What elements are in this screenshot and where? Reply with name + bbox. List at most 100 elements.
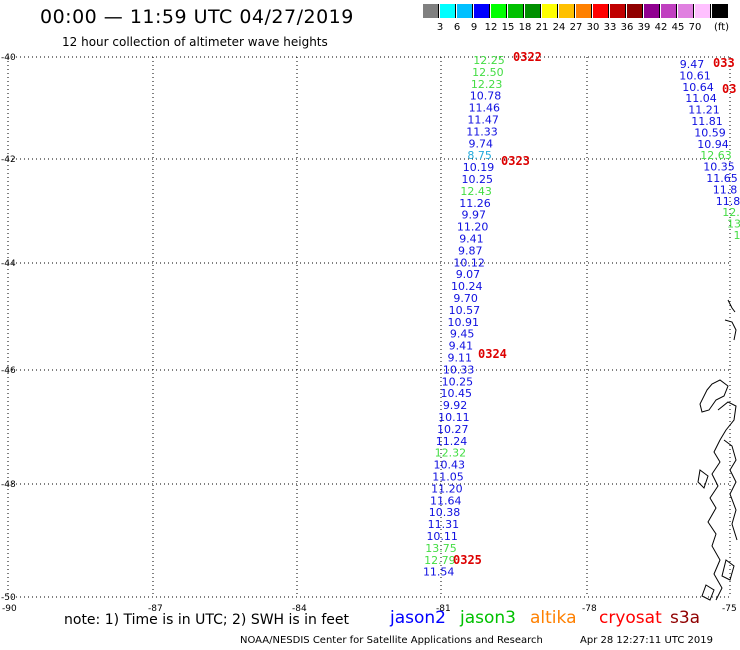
swh-value: 9.11 — [448, 352, 473, 365]
swh-value: 9.45 — [450, 328, 475, 341]
swh-value: 9.92 — [443, 399, 468, 412]
legend-label: 9 — [470, 22, 478, 33]
time-label: 0322 — [513, 50, 542, 64]
legend-swatch — [457, 4, 473, 18]
swh-value: 12. — [722, 206, 740, 219]
legend-label: 12 — [484, 22, 498, 33]
lon-label: -87 — [148, 604, 163, 614]
swh-value: 9.07 — [456, 268, 481, 281]
legend-label: 30 — [586, 22, 600, 33]
generation-timestamp: Apr 28 12:27:11 UTC 2019 — [580, 635, 713, 646]
lat-label: -44 — [1, 259, 16, 269]
swh-value: 10.11 — [426, 530, 458, 543]
swh-value: 13 — [727, 218, 740, 231]
lon-label: -78 — [582, 604, 597, 614]
legend-swatch — [661, 4, 677, 18]
legend-swatch — [491, 4, 507, 18]
swh-value: 9.41 — [449, 340, 474, 353]
swh-value: 10.94 — [697, 138, 729, 151]
swh-value: 11.65 — [706, 172, 738, 185]
legend-swatch — [627, 4, 643, 18]
swh-value: 11.33 — [466, 125, 498, 138]
swh-value: 10.25 — [462, 173, 494, 186]
swh-value: 10.61 — [679, 69, 711, 82]
time-labels: 0322 0323 0324 0325 033 03 — [453, 50, 736, 567]
swh-value: 10.11 — [438, 411, 470, 424]
legend-label: 18 — [518, 22, 532, 33]
swh-value: 12.63 — [700, 149, 732, 162]
satellite-name: jason2 — [390, 608, 446, 628]
legend-swatch — [610, 4, 626, 18]
swh-value: 12.25 — [473, 54, 505, 67]
legend-label: 24 — [552, 22, 566, 33]
lat-label: -40 — [1, 53, 16, 63]
lon-label: -75 — [722, 604, 737, 614]
legend-swatch — [423, 4, 439, 18]
satellite-name: jason3 — [460, 608, 516, 628]
swh-value: 10.38 — [429, 506, 461, 519]
swh-value: 10.25 — [442, 375, 474, 388]
legend-label: 33 — [603, 22, 617, 33]
swh-value: 12.79 — [424, 554, 456, 567]
satellite-name: s3a — [670, 608, 701, 628]
swh-value: 10.35 — [703, 161, 735, 174]
swh-value: 11.8 — [716, 195, 740, 208]
swh-value: 11.05 — [432, 471, 464, 484]
lat-label: -48 — [1, 480, 16, 490]
credit-line: NOAA/NESDIS Center for Satellite Applica… — [240, 635, 543, 646]
latitude-labels: -40 -42 -44 -46 -48 -50 — [1, 53, 16, 603]
swh-value: 9.70 — [453, 292, 478, 305]
swh-value: 10.33 — [443, 363, 475, 376]
swh-value: 10.24 — [451, 280, 483, 293]
coastline — [697, 299, 738, 601]
swh-value: 11.04 — [685, 92, 717, 105]
swh-value: 11.8 — [713, 183, 738, 196]
satellite-name: altika — [530, 608, 577, 628]
lon-label: -84 — [292, 604, 307, 614]
swh-value: 10.12 — [453, 256, 485, 269]
swh-value: 10.78 — [470, 90, 502, 103]
legend-label: 3 — [436, 22, 444, 33]
legend-label: 6 — [453, 22, 461, 33]
swh-value: 12.23 — [471, 78, 503, 91]
legend-label: 15 — [501, 22, 515, 33]
lat-label: -42 — [1, 155, 16, 165]
lat-label: -50 — [1, 593, 16, 603]
legend-swatch — [593, 4, 609, 18]
swh-value: 9.41 — [459, 233, 484, 246]
legend-label: 39 — [637, 22, 651, 33]
longitude-labels: -90 -87 -84 -81 -78 -75 — [2, 604, 737, 614]
legend-swatch — [559, 4, 575, 18]
swh-value: 10.64 — [682, 81, 714, 94]
legend-label: 27 — [569, 22, 583, 33]
swh-value: 11.46 — [469, 102, 501, 115]
legend-swatch — [695, 4, 711, 18]
time-label: 0325 — [453, 553, 482, 567]
swh-value: 11.54 — [423, 566, 455, 579]
swh-value: 10.91 — [448, 316, 480, 329]
swh-value: 12.50 — [472, 66, 504, 79]
lon-label: -81 — [436, 604, 451, 614]
swh-value: 13.75 — [425, 542, 457, 555]
legend-swatch — [712, 4, 728, 18]
swh-value: 11.21 — [688, 104, 720, 117]
swh-value: 11.81 — [691, 115, 723, 128]
swh-value: 10.59 — [694, 126, 726, 139]
swh-value: 1 — [734, 229, 740, 242]
time-label: 0324 — [478, 347, 507, 361]
map-subtitle: 12 hour collection of altimeter wave hei… — [62, 35, 328, 49]
swh-value: 10.19 — [463, 161, 495, 174]
swh-value: 11.24 — [436, 435, 468, 448]
legend-label: 21 — [535, 22, 549, 33]
swh-value: 11.26 — [459, 197, 491, 210]
legend-label: 36 — [620, 22, 634, 33]
swh-value: 10.43 — [433, 459, 465, 472]
lon-label: -90 — [2, 604, 17, 614]
footer-note: note: 1) Time is in UTC; 2) SWH is in fe… — [64, 612, 350, 628]
graticule — [7, 56, 732, 598]
swh-value: 10.45 — [440, 387, 472, 400]
legend-unit: (ft) — [714, 22, 730, 33]
swh-value: 12.32 — [435, 447, 467, 460]
legend-swatch — [576, 4, 592, 18]
